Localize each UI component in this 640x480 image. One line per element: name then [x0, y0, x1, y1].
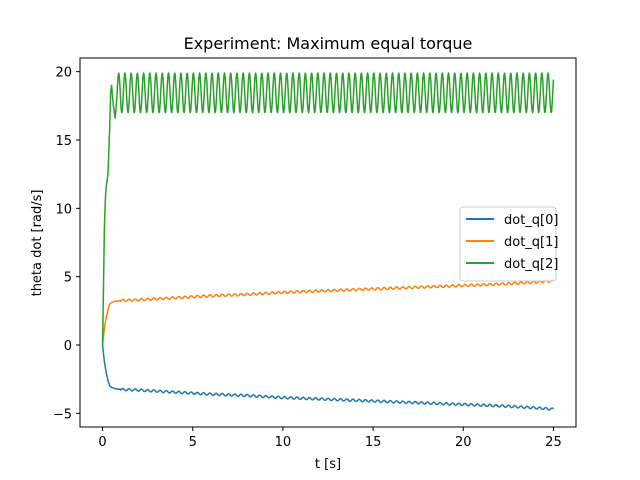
legend: dot_q[0] dot_q[1] dot_q[2]: [459, 206, 558, 282]
plot-lines: [101, 72, 555, 411]
series-line-dot-q-2: [101, 72, 555, 346]
y-tick-label: 15: [55, 134, 72, 149]
chart-title: Experiment: Maximum equal torque: [184, 34, 473, 53]
x-tick-label: 10: [275, 435, 292, 450]
plot-frame: [79, 57, 577, 428]
x-tick-label: 0: [98, 435, 106, 450]
y-axis-ticks: −5 0 5 10 15 20: [53, 66, 80, 422]
x-axis-label: t [s]: [315, 457, 341, 472]
y-axis-label: theta dot [rad/s]: [30, 190, 45, 297]
series-line-dot-q-1: [101, 279, 554, 346]
x-tick-label: 25: [545, 435, 562, 450]
x-tick-label: 5: [189, 435, 197, 450]
y-tick-label: 20: [55, 66, 72, 81]
legend-label: dot_q[0]: [504, 213, 558, 228]
x-axis-ticks: 0 5 10 15 20 25: [98, 427, 562, 450]
legend-label: dot_q[1]: [504, 235, 558, 250]
series-line-dot-q-0: [101, 344, 555, 411]
x-tick-label: 15: [365, 435, 382, 450]
y-tick-label: −5: [53, 407, 72, 422]
y-tick-label: 0: [64, 339, 72, 354]
y-tick-label: 10: [55, 202, 72, 217]
x-tick-label: 20: [455, 435, 472, 450]
legend-label: dot_q[2]: [504, 257, 558, 272]
y-tick-label: 5: [64, 271, 72, 286]
